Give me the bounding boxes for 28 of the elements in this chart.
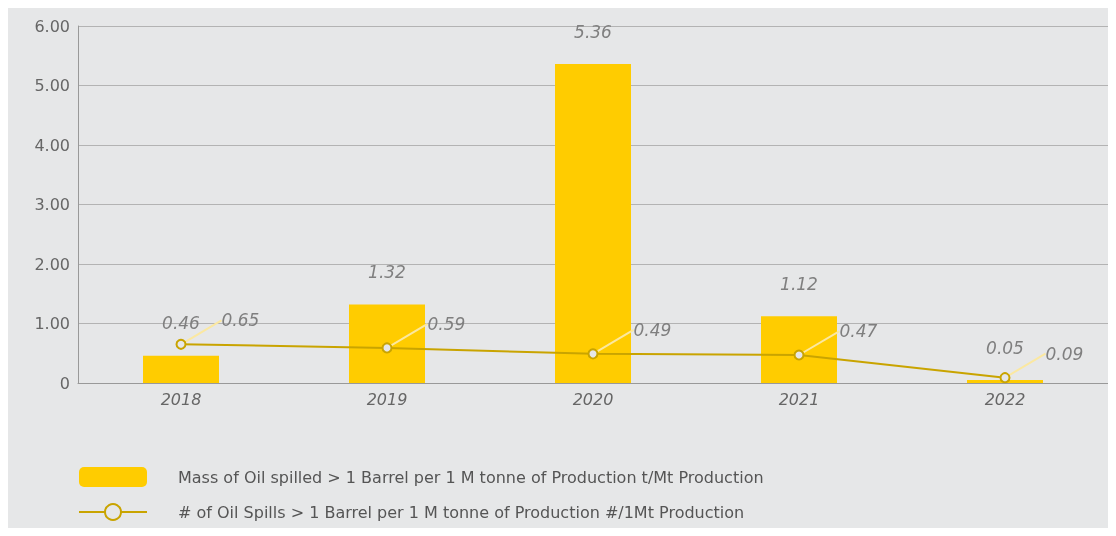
data-label: 5.36 bbox=[574, 21, 613, 42]
data-label: 1.12 bbox=[780, 273, 818, 294]
legend-label: # of Oil Spills > 1 Barrel per 1 M tonne of Production #/1Mt Production bbox=[178, 502, 745, 522]
x-tick-label: 2021 bbox=[778, 389, 820, 409]
data-label: 1.32 bbox=[368, 261, 406, 282]
data-label: 0.47 bbox=[839, 321, 878, 342]
y-tick-label: 4.00 bbox=[34, 135, 70, 155]
data-label: 0.46 bbox=[162, 313, 201, 334]
y-tick-label: 1.00 bbox=[34, 314, 70, 333]
bar bbox=[143, 355, 219, 383]
y-tick-label: 0 bbox=[59, 373, 70, 393]
y-tick-label: 3.00 bbox=[34, 195, 70, 214]
x-tick-label: 2019 bbox=[366, 389, 408, 409]
data-label: 0.65 bbox=[221, 310, 260, 331]
data-label: 0.49 bbox=[633, 319, 672, 340]
legend-label: Mass of Oil spilled > 1 Barrel per 1 M tonne of Production t/Mt Production bbox=[178, 467, 764, 487]
bar bbox=[555, 64, 631, 383]
x-tick-label: 2022 bbox=[984, 389, 1026, 409]
bar bbox=[761, 316, 837, 383]
data-label: 0.59 bbox=[427, 313, 466, 334]
data-label: 0.09 bbox=[1045, 343, 1084, 364]
y-tick-label: 5.00 bbox=[34, 76, 70, 95]
y-tick-label: 6.00 bbox=[34, 16, 70, 36]
x-tick-label: 2020 bbox=[572, 389, 614, 409]
y-tick-label: 2.00 bbox=[34, 254, 70, 274]
data-label: 0.05 bbox=[986, 337, 1024, 358]
bar bbox=[349, 304, 425, 383]
x-tick-label: 2018 bbox=[160, 389, 202, 409]
